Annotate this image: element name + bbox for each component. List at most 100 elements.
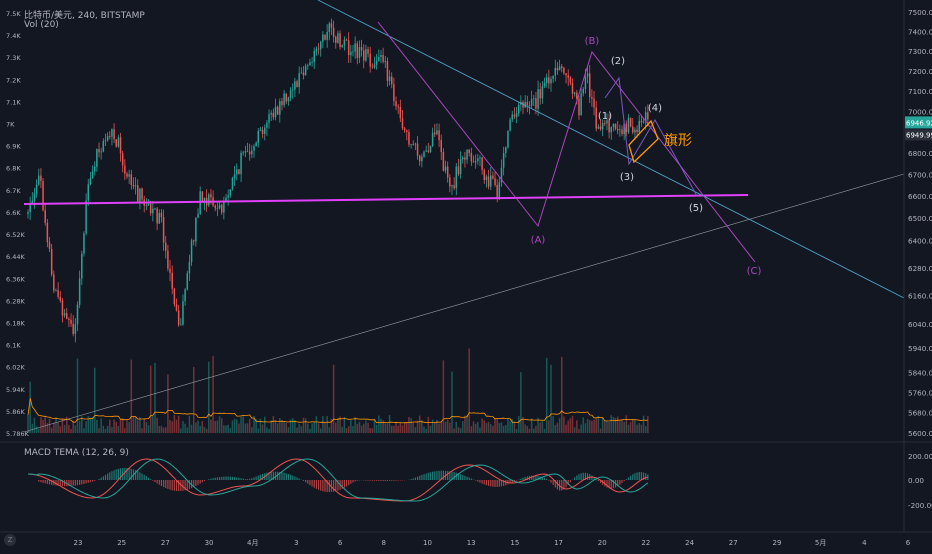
volume-bar	[217, 421, 219, 433]
macd-histogram-bar	[238, 478, 239, 480]
macd-histogram-bar	[352, 480, 353, 482]
volume-bar	[481, 418, 483, 433]
candle-body	[169, 269, 171, 273]
candle-body	[286, 94, 288, 102]
volume-bar	[477, 422, 479, 433]
macd-histogram-bar	[307, 480, 308, 484]
tradingview-logo-icon[interactable]: Z	[4, 534, 16, 546]
macd-histogram-bar	[141, 474, 142, 480]
macd-histogram-bar	[284, 473, 285, 480]
macd-histogram-bar	[83, 480, 84, 484]
volume-bar	[180, 428, 182, 433]
volume-bar	[346, 428, 348, 433]
candle-body	[387, 61, 389, 81]
price-axis-tick-label: 5840.00	[908, 369, 932, 378]
volume-bar	[626, 415, 628, 433]
volume-bar	[178, 416, 180, 433]
volume-bar	[115, 422, 117, 433]
candle-body	[514, 115, 516, 117]
price-axis-tick-label: 6040.00	[908, 320, 932, 329]
macd-histogram-bar	[124, 468, 125, 480]
candle-body	[133, 185, 135, 186]
candle-body	[352, 51, 354, 52]
candle-body	[570, 78, 572, 83]
volume-bar	[238, 424, 240, 433]
volume-bar	[32, 424, 34, 433]
macd-histogram-bar	[202, 480, 203, 482]
candle-body	[367, 49, 369, 53]
wave-label: (5)	[689, 203, 703, 214]
volume-bar	[608, 422, 610, 433]
volume-bar	[281, 420, 283, 433]
volume-bar	[417, 421, 419, 433]
volume-bar	[357, 424, 359, 433]
volume-bar	[552, 416, 554, 433]
candle-body	[242, 153, 244, 154]
candle-body	[137, 185, 139, 202]
candle-body	[636, 130, 638, 132]
candle-body	[234, 174, 236, 177]
candle-body	[326, 32, 328, 40]
volume-bar	[387, 424, 389, 433]
volume-bar	[318, 423, 320, 433]
volume-bar	[367, 423, 369, 433]
candle-body	[120, 137, 122, 153]
candle-body	[236, 169, 238, 174]
candle-body	[518, 105, 520, 114]
volume-bar	[400, 423, 402, 433]
macd-histogram-bar	[165, 480, 166, 488]
volume-bar	[449, 422, 451, 433]
time-axis-tick-label: 3	[294, 539, 298, 547]
volume-bar	[191, 425, 193, 433]
candle-body	[283, 94, 285, 106]
volume-bar	[468, 348, 470, 433]
macd-histogram-bar	[247, 479, 248, 480]
volume-bar	[329, 427, 331, 433]
volume-bar	[335, 423, 337, 433]
macd-histogram-bar	[311, 480, 312, 486]
macd-histogram-bar	[38, 480, 39, 482]
candle-body	[559, 66, 561, 70]
macd-histogram-bar	[432, 472, 433, 480]
macd-histogram-bar	[426, 473, 427, 480]
candle-body	[617, 129, 619, 130]
macd-histogram-bar	[176, 480, 177, 491]
candle-body	[432, 133, 434, 146]
candle-body	[445, 167, 447, 171]
volume-bar	[298, 424, 300, 433]
volume-bar	[120, 419, 122, 433]
macd-histogram-bar	[484, 480, 485, 484]
macd-histogram-bar	[172, 480, 173, 490]
macd-histogram-bar	[598, 480, 599, 481]
volume-bar	[492, 426, 494, 433]
macd-histogram-bar	[550, 480, 551, 483]
volume-bar	[72, 421, 74, 433]
macd-histogram-bar	[137, 471, 138, 480]
macd-histogram-bar	[492, 480, 493, 487]
candle-body	[374, 65, 376, 68]
candle-body	[400, 107, 402, 118]
candle-body	[92, 171, 94, 178]
macd-histogram-bar	[105, 475, 106, 480]
volume-bar	[486, 423, 488, 433]
volume-bar	[563, 417, 565, 433]
volume-bar	[438, 423, 440, 433]
candle-body	[232, 178, 234, 189]
candle-body	[301, 73, 303, 74]
volume-bar	[475, 424, 477, 433]
candle-body	[227, 195, 229, 197]
left-axis-tick-label: 6.52K	[6, 231, 25, 239]
macd-histogram-bar	[621, 480, 622, 483]
candle-body	[587, 73, 589, 76]
candle-body	[382, 55, 384, 62]
candle-body	[339, 33, 341, 47]
time-axis-tick-label: 24	[685, 539, 694, 547]
left-axis-tick-label: 6.1K	[6, 342, 21, 350]
volume-bar	[251, 427, 253, 433]
macd-histogram-bar	[288, 474, 289, 480]
candle-body	[376, 61, 378, 65]
volume-bar	[202, 421, 204, 433]
